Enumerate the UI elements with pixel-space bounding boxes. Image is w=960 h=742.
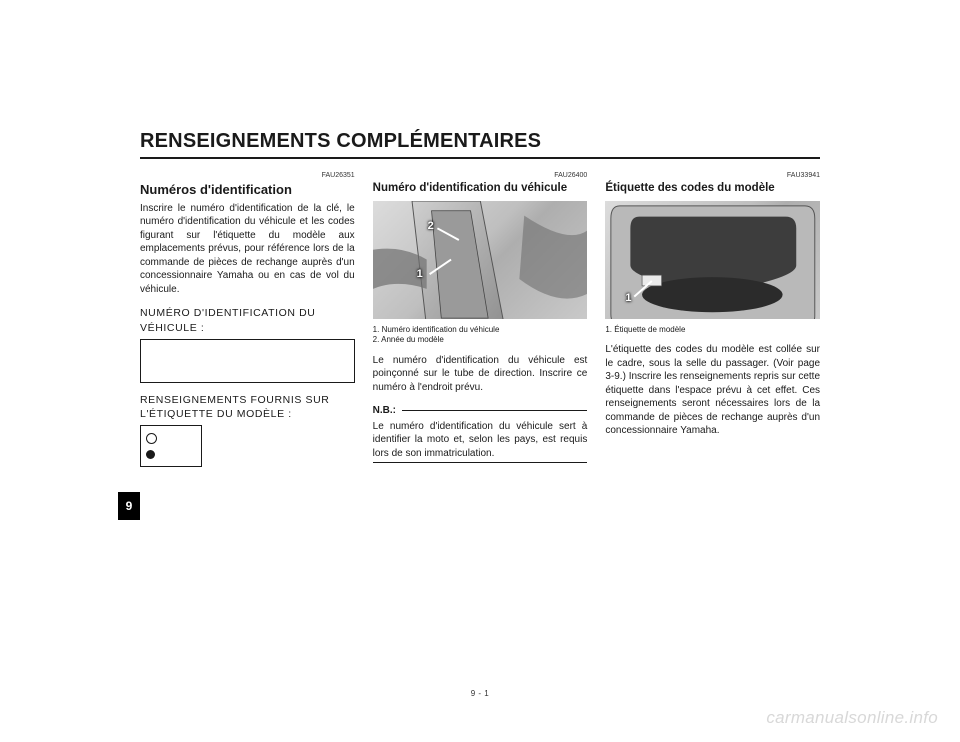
callout-1: 1 bbox=[417, 267, 423, 282]
note-heading: N.B.: bbox=[373, 404, 588, 418]
filled-circle-icon bbox=[146, 450, 155, 459]
column-3: FAU33941 Étiquette des codes du modèle 1… bbox=[605, 171, 820, 467]
column-2: FAU26400 Numéro d'identification du véhi… bbox=[373, 171, 588, 467]
section-tab: 9 bbox=[118, 492, 140, 520]
column-1: FAU26351 Numéros d'identification Inscri… bbox=[140, 171, 355, 467]
subheading: RENSEIGNEMENTS FOURNIS SUR L'ÉTIQUETTE D… bbox=[140, 393, 355, 421]
body-text: L'étiquette des codes du modèle est coll… bbox=[605, 343, 820, 438]
columns: FAU26351 Numéros d'identification Inscri… bbox=[140, 171, 820, 467]
figure-caption: 1. Numéro identification du véhicule 2. … bbox=[373, 325, 588, 346]
caption-line: 2. Année du modèle bbox=[373, 335, 588, 345]
body-text: Le numéro d'identification du véhicule e… bbox=[373, 354, 588, 395]
hollow-circle-icon bbox=[146, 433, 157, 444]
callout-2: 2 bbox=[428, 219, 434, 234]
body-text: Inscrire le numéro d'identification de l… bbox=[140, 202, 355, 297]
model-label-figure: 1 bbox=[605, 201, 820, 319]
note-text: Le numéro d'identification du véhicule s… bbox=[373, 420, 588, 461]
section-heading: Numéros d'identification bbox=[140, 181, 355, 199]
vehicle-id-figure: 1 2 bbox=[373, 201, 588, 319]
caption-line: 1. Étiquette de modèle bbox=[605, 325, 820, 335]
caption-line: 1. Numéro identification du véhicule bbox=[373, 325, 588, 335]
note-label: N.B.: bbox=[373, 404, 398, 418]
manual-page: 9 RENSEIGNEMENTS COMPLÉMENTAIRES FAU2635… bbox=[0, 0, 960, 742]
watermark: carmanualsonline.info bbox=[766, 708, 938, 728]
doc-code: FAU26400 bbox=[373, 171, 588, 180]
page-number: 9 - 1 bbox=[0, 689, 960, 698]
rule-line bbox=[373, 462, 588, 463]
callout-1: 1 bbox=[625, 291, 631, 306]
subheading: NUMÉRO D'IDENTIFICATION DU VÉHICULE : bbox=[140, 306, 355, 334]
doc-code: FAU26351 bbox=[140, 171, 355, 180]
section-heading: Étiquette des codes du modèle bbox=[605, 181, 820, 197]
section-heading: Numéro d'identification du véhicule bbox=[373, 181, 588, 197]
figure-caption: 1. Étiquette de modèle bbox=[605, 325, 820, 335]
blank-input-box bbox=[140, 339, 355, 383]
model-label-box bbox=[140, 425, 202, 467]
page-title: RENSEIGNEMENTS COMPLÉMENTAIRES bbox=[140, 130, 820, 159]
content-area: RENSEIGNEMENTS COMPLÉMENTAIRES FAU26351 … bbox=[140, 130, 820, 682]
rule-line bbox=[402, 410, 587, 411]
doc-code: FAU33941 bbox=[605, 171, 820, 180]
